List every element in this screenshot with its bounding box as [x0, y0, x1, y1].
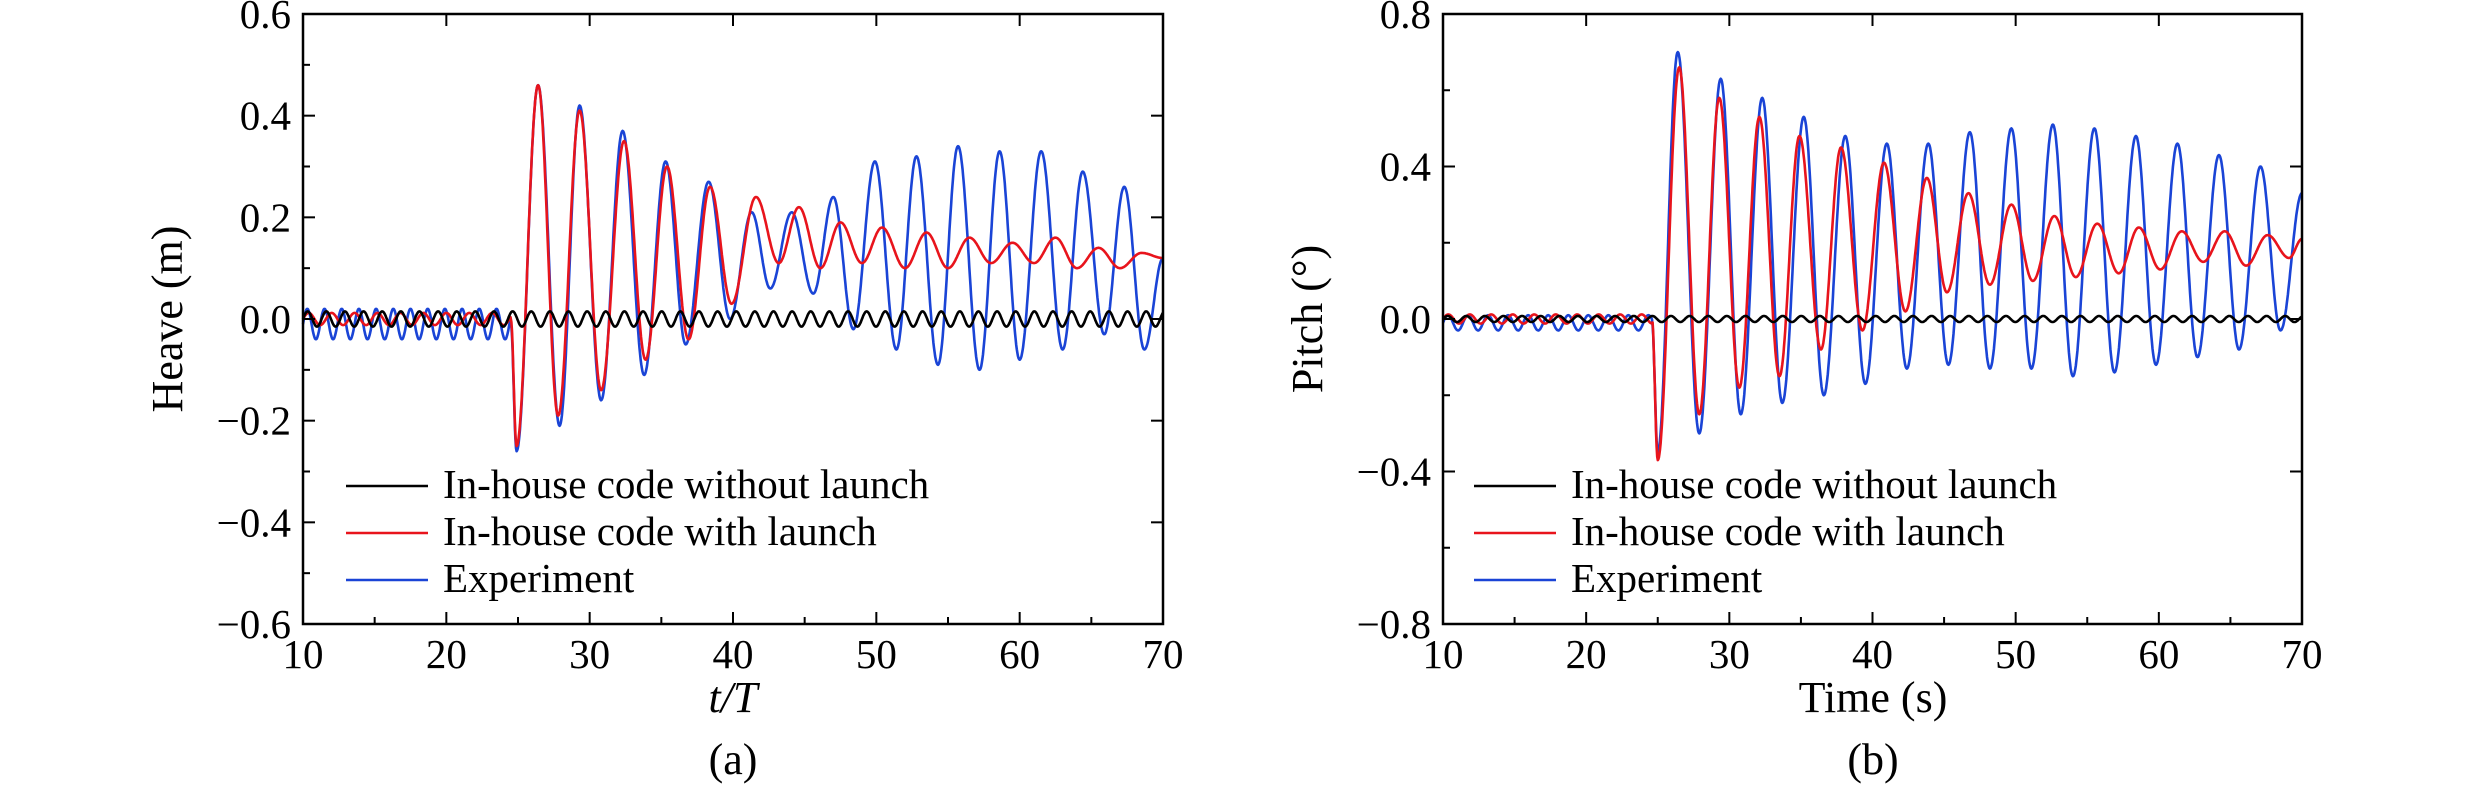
panel-b-xlabel: Time (s): [1799, 673, 1948, 722]
panel-b-ticks: 10 20 30 40 50 60 70 0.8 0.4 0.0 −0.4 −0.8: [1357, 0, 2323, 677]
panel-a-xtick-label: 10: [283, 631, 324, 677]
panel-b-ytick-label: −0.4: [1357, 449, 1431, 495]
panel-a-series-with-launch: [301, 83, 1164, 448]
panel-a-series-experiment: [301, 83, 1164, 453]
panel-a-ytick-label: 0.2: [240, 194, 291, 240]
panel-b-xtick-label: 60: [2138, 631, 2179, 677]
panel-b-xtick-label: 40: [1852, 631, 1893, 677]
panel-a-ytick-label: 0.0: [240, 296, 291, 342]
panel-a-ytick-label: 0.6: [240, 0, 291, 37]
panel-b-legend: In-house code without launch In-house co…: [1474, 461, 2057, 601]
panel-a-ytick-label: 0.4: [240, 93, 291, 139]
panel-a-legend-label-without-launch: In-house code without launch: [443, 461, 929, 507]
panel-b: 10 20 30 40 50 60 70 0.8 0.4 0.0 −0.4 −0.8 Pitch (°…: [1283, 0, 2323, 784]
panel-b-ytick-label: −0.8: [1357, 601, 1431, 647]
panel-a-xtick-label: 20: [426, 631, 467, 677]
panel-b-xtick-label: 70: [2282, 631, 2323, 677]
panel-a-legend-label-with-launch: In-house code with launch: [443, 508, 877, 554]
panel-b-xtick-label: 10: [1423, 631, 1464, 677]
panel-a-xtick-label: 50: [856, 631, 897, 677]
panel-b-legend-label-without-launch: In-house code without launch: [1571, 461, 2057, 507]
panel-b-series-experiment: [1441, 50, 2303, 454]
panel-b-legend-label-experiment: Experiment: [1571, 555, 1763, 601]
panel-a-caption: (a): [709, 735, 758, 784]
panel-a-series: [301, 83, 1165, 453]
panel-b-xtick-label: 20: [1566, 631, 1607, 677]
panel-a-xtick-label: 30: [569, 631, 610, 677]
panel-b-series-with-launch: [1441, 66, 2303, 462]
panel-a: 10 20 30 40 50 60 70 0.6 0.4 0.2 0.0 −0.2 −0.4 −0.6 H…: [143, 0, 1184, 784]
panel-a-ytick-label: −0.2: [217, 398, 291, 444]
panel-a-legend-label-experiment: Experiment: [443, 555, 635, 601]
panel-b-series-without-launch: [1442, 314, 2303, 324]
panel-b-xtick-label: 30: [1709, 631, 1750, 677]
panel-b-ytick-label: 0.4: [1380, 144, 1431, 190]
panel-a-ytick-label: −0.6: [217, 601, 291, 647]
panel-b-series: [1441, 50, 2303, 462]
panel-a-legend: In-house code without launch In-house co…: [346, 461, 929, 601]
panel-a-xtick-label: 40: [713, 631, 754, 677]
panel-a-xtick-label: 70: [1143, 631, 1184, 677]
panel-a-ticks: 10 20 30 40 50 60 70 0.6 0.4 0.2 0.0 −0.2 −0.4 −0.6: [217, 0, 1184, 677]
panel-b-ylabel: Pitch (°): [1283, 245, 1332, 393]
panel-a-series-without-launch: [301, 310, 1165, 328]
panel-b-xtick-label: 50: [1995, 631, 2036, 677]
panel-b-legend-label-with-launch: In-house code with launch: [1571, 508, 2005, 554]
panel-a-ytick-label: −0.4: [217, 499, 291, 545]
panel-b-caption: (b): [1847, 735, 1898, 784]
panel-a-xlabel: t/T: [709, 673, 761, 722]
panel-a-xtick-label: 60: [999, 631, 1040, 677]
panel-a-ylabel: Heave (m): [143, 226, 192, 413]
panel-b-ytick-label: 0.0: [1380, 296, 1431, 342]
panel-b-ytick-label: 0.8: [1380, 0, 1431, 37]
